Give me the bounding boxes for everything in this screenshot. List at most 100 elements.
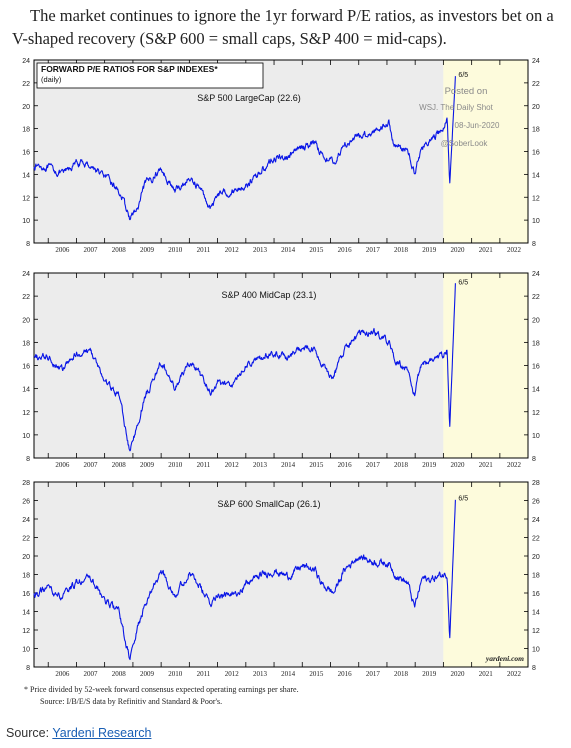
history-shading xyxy=(34,60,444,243)
x-tick-label: 2011 xyxy=(197,461,211,469)
y-tick-label-left: 22 xyxy=(22,294,30,301)
y-tick-label-right: 8 xyxy=(532,241,536,248)
plot-frame xyxy=(33,481,529,668)
y-tick-label-left: 16 xyxy=(22,150,30,157)
x-tick-label: 2014 xyxy=(281,670,296,678)
y-tick-label-right: 26 xyxy=(532,499,540,506)
y-tick-label-right: 10 xyxy=(532,218,540,225)
x-tick-label: 2013 xyxy=(253,461,268,469)
x-tick-label: 2013 xyxy=(253,246,268,254)
y-tick-label-left: 18 xyxy=(22,573,30,580)
series-label: S&P 400 MidCap (23.1) xyxy=(222,290,317,300)
plot-frame xyxy=(33,272,529,459)
y-tick-label-left: 12 xyxy=(22,195,30,202)
x-tick-label: 2021 xyxy=(479,461,494,469)
y-tick-label-left: 8 xyxy=(26,665,30,672)
y-tick-label-left: 24 xyxy=(22,271,30,278)
watermark-line: WSJ. The Daily Shot xyxy=(419,103,493,112)
x-tick-label: 2007 xyxy=(84,670,99,678)
series-line xyxy=(33,76,456,221)
y-tick-label-right: 14 xyxy=(532,172,540,179)
x-tick-label: 2008 xyxy=(112,461,127,469)
forecast-band xyxy=(443,482,528,667)
series-line xyxy=(33,499,456,661)
x-tick-label: 2012 xyxy=(225,461,240,469)
x-tick-label: 2021 xyxy=(479,670,494,678)
x-tick-label: 2015 xyxy=(309,670,324,678)
x-tick-label: 2016 xyxy=(338,246,353,254)
chart-title: FORWARD P/E RATIOS FOR S&P INDEXES* xyxy=(41,64,218,74)
y-tick-label-left: 22 xyxy=(22,536,30,543)
y-tick-label-left: 12 xyxy=(22,628,30,635)
forecast-band xyxy=(443,60,528,243)
y-tick-label-left: 22 xyxy=(22,81,30,88)
x-tick-label: 2010 xyxy=(168,461,183,469)
yardeni-credit: yardeni.com xyxy=(485,654,524,663)
y-tick-label-right: 14 xyxy=(532,610,540,617)
y-tick-label-left: 10 xyxy=(22,433,30,440)
y-tick-label-left: 14 xyxy=(22,387,30,394)
x-tick-label: 2017 xyxy=(366,246,381,254)
y-tick-label-left: 24 xyxy=(22,58,30,65)
watermark-line: @SoberLook xyxy=(441,139,489,148)
x-tick-label: 2006 xyxy=(55,246,70,254)
x-tick-label: 2010 xyxy=(168,670,183,678)
x-tick-label: 2009 xyxy=(140,461,155,469)
y-tick-label-right: 12 xyxy=(532,628,540,635)
plot-frame xyxy=(33,59,529,244)
x-tick-label: 2006 xyxy=(55,461,70,469)
y-tick-label-left: 28 xyxy=(22,480,30,487)
y-tick-label-right: 20 xyxy=(532,317,540,324)
x-tick-label: 2022 xyxy=(507,670,522,678)
x-tick-label: 2017 xyxy=(366,670,381,678)
y-tick-label-right: 18 xyxy=(532,573,540,580)
y-tick-label-right: 10 xyxy=(532,433,540,440)
y-tick-label-left: 14 xyxy=(22,172,30,179)
forecast-band xyxy=(443,273,528,458)
y-tick-label-right: 8 xyxy=(532,456,536,463)
y-tick-label-right: 18 xyxy=(532,340,540,347)
y-tick-label-right: 22 xyxy=(532,536,540,543)
x-tick-label: 2008 xyxy=(112,246,127,254)
source-link[interactable]: Yardeni Research xyxy=(52,726,152,740)
y-tick-label-right: 18 xyxy=(532,127,540,134)
x-tick-label: 2018 xyxy=(394,670,409,678)
y-tick-label-left: 10 xyxy=(22,647,30,654)
x-tick-label: 2016 xyxy=(338,670,353,678)
y-tick-label-right: 12 xyxy=(532,410,540,417)
watermark-line: Posted on xyxy=(445,86,488,97)
y-tick-label-right: 22 xyxy=(532,81,540,88)
y-tick-label-right: 12 xyxy=(532,195,540,202)
y-tick-label-left: 14 xyxy=(22,610,30,617)
last-date-annotation: 6/5 xyxy=(458,496,468,503)
history-shading xyxy=(34,273,444,458)
history-shading xyxy=(34,482,444,667)
series-label: S&P 600 SmallCap (26.1) xyxy=(218,499,321,509)
y-tick-label-right: 24 xyxy=(532,58,540,65)
y-tick-label-left: 20 xyxy=(22,317,30,324)
x-tick-label: 2011 xyxy=(197,246,211,254)
y-tick-label-right: 14 xyxy=(532,387,540,394)
x-tick-label: 2010 xyxy=(168,246,183,254)
x-tick-label: 2007 xyxy=(84,246,99,254)
x-tick-label: 2022 xyxy=(507,246,522,254)
watermark-line: 08-Jun-2020 xyxy=(455,121,500,130)
x-tick-label: 2006 xyxy=(55,670,70,678)
y-tick-label-right: 20 xyxy=(532,554,540,561)
y-tick-label-left: 10 xyxy=(22,218,30,225)
x-tick-label: 2009 xyxy=(140,246,155,254)
x-tick-label: 2008 xyxy=(112,670,127,678)
x-tick-label: 2017 xyxy=(366,461,381,469)
x-tick-label: 2019 xyxy=(422,461,437,469)
y-tick-label-left: 18 xyxy=(22,127,30,134)
y-tick-label-left: 18 xyxy=(22,340,30,347)
y-tick-label-left: 16 xyxy=(22,591,30,598)
intro-paragraph: The market continues to ignore the 1yr f… xyxy=(12,6,554,48)
y-tick-label-right: 28 xyxy=(532,480,540,487)
x-tick-label: 2019 xyxy=(422,246,437,254)
y-tick-label-left: 26 xyxy=(22,499,30,506)
y-tick-label-left: 20 xyxy=(22,104,30,111)
footnote-1: * Price divided by 52-week forward conse… xyxy=(24,685,299,694)
